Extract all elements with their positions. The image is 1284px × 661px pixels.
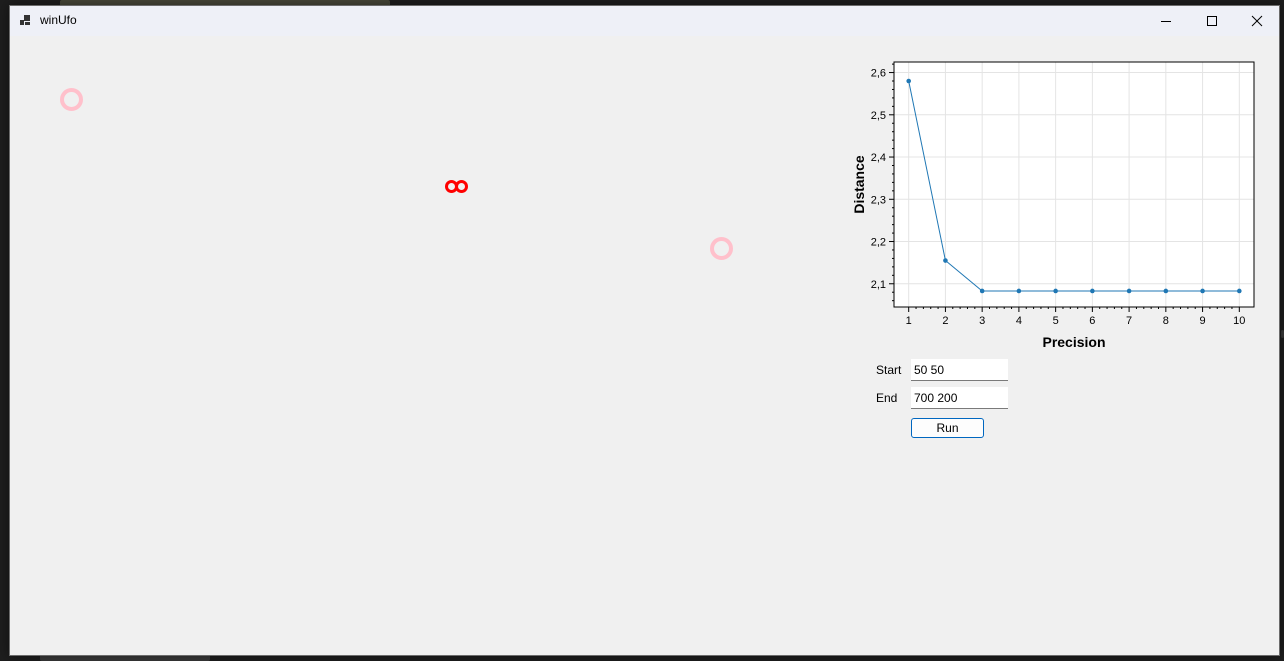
code-line bbox=[60, 0, 390, 8]
y-tick-label: 2,6 bbox=[871, 68, 886, 80]
data-point bbox=[1090, 288, 1095, 294]
ufo-marker bbox=[455, 180, 468, 193]
end-label: End bbox=[876, 391, 898, 405]
code-line bbox=[40, 653, 210, 661]
x-tick-label: 2 bbox=[942, 315, 948, 327]
y-axis-label: Distance bbox=[851, 155, 867, 214]
data-point bbox=[1163, 288, 1169, 294]
x-tick-label: 9 bbox=[1200, 315, 1206, 327]
x-tick-label: 6 bbox=[1089, 315, 1095, 327]
code-line bbox=[1281, 330, 1284, 338]
x-tick-label: 3 bbox=[979, 315, 985, 327]
minimize-icon bbox=[1161, 21, 1171, 22]
x-tick-label: 1 bbox=[906, 315, 912, 327]
title-bar[interactable]: winUfo bbox=[10, 6, 1279, 36]
x-tick-label: 4 bbox=[1016, 315, 1022, 327]
data-point bbox=[906, 78, 911, 84]
data-point bbox=[979, 288, 985, 294]
start-marker bbox=[60, 88, 83, 111]
x-tick-label: 10 bbox=[1233, 315, 1245, 327]
close-icon bbox=[1251, 15, 1263, 27]
start-label: Start bbox=[876, 363, 902, 377]
end-input[interactable] bbox=[911, 387, 1008, 409]
x-axis-label: Precision bbox=[1042, 334, 1105, 350]
plot-frame bbox=[893, 61, 1255, 308]
data-point bbox=[1237, 288, 1242, 294]
end-marker bbox=[710, 237, 733, 260]
minimize-button[interactable] bbox=[1143, 6, 1189, 36]
y-tick-label: 2,4 bbox=[871, 152, 886, 164]
x-tick-label: 7 bbox=[1126, 315, 1132, 327]
maximize-icon bbox=[1207, 16, 1217, 26]
window-title: winUfo bbox=[40, 13, 77, 27]
data-point bbox=[1016, 288, 1022, 294]
app-icon bbox=[20, 15, 30, 25]
y-tick-label: 2,1 bbox=[871, 279, 886, 291]
y-tick-label: 2,5 bbox=[871, 110, 886, 122]
app-window: winUfo 1 2 3 4 5 6 7 8 9 10 2,1 2,2 2,3 2,4 2,5 2,6 Prec… bbox=[9, 5, 1280, 656]
data-point bbox=[1200, 288, 1205, 294]
start-input[interactable] bbox=[911, 359, 1008, 381]
drawing-canvas[interactable] bbox=[10, 36, 830, 656]
x-tick-label: 8 bbox=[1163, 315, 1169, 327]
data-point bbox=[943, 258, 948, 263]
run-button[interactable]: Run bbox=[911, 418, 984, 438]
x-tick-label: 5 bbox=[1053, 315, 1059, 327]
y-tick-label: 2,2 bbox=[871, 237, 886, 249]
series-line bbox=[908, 80, 1240, 292]
maximize-button[interactable] bbox=[1189, 6, 1235, 36]
distance-chart: 1 2 3 4 5 6 7 8 9 10 2,1 2,2 2,3 2,4 2,5 2,6 Precision Di… bbox=[851, 61, 1255, 350]
close-button[interactable] bbox=[1234, 6, 1280, 36]
y-tick-label: 2,3 bbox=[871, 194, 886, 206]
data-point bbox=[1126, 288, 1132, 294]
data-point bbox=[1053, 288, 1058, 294]
plot-area bbox=[894, 62, 1254, 307]
